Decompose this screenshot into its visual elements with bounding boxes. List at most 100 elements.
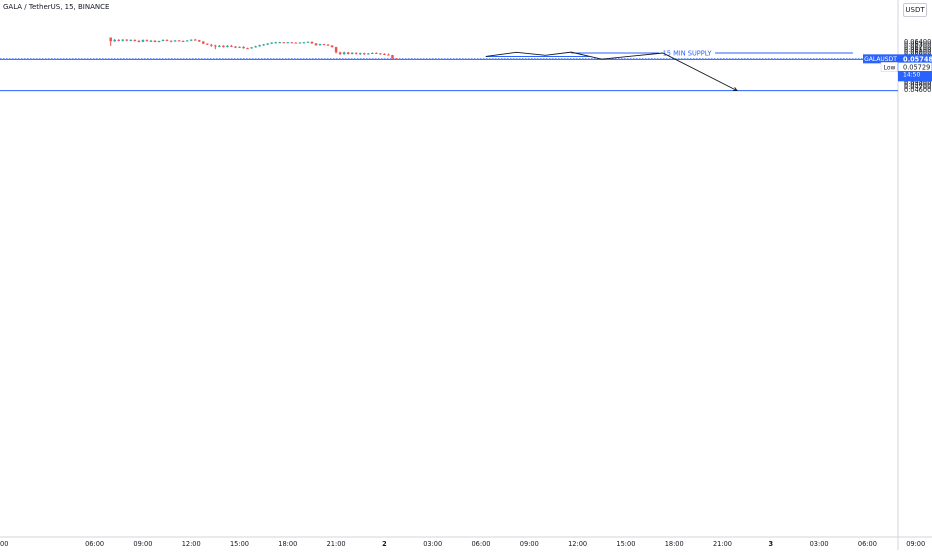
candle-body — [198, 40, 201, 42]
candle-body — [133, 39, 137, 41]
candle-body — [145, 40, 149, 42]
x-tick-label: 18:00 — [278, 540, 297, 548]
candle-body — [350, 52, 354, 55]
current-price-label: 0.05748 — [903, 55, 932, 63]
candle-body — [157, 40, 161, 43]
candle-body — [161, 39, 165, 41]
candle-body — [222, 45, 225, 48]
candle-body — [346, 52, 350, 55]
x-tick-label: 21:00 — [327, 540, 346, 548]
candle-body — [322, 44, 326, 46]
y-tick-label: 0.06100 — [904, 46, 931, 54]
x-tick-label: 2 — [382, 540, 387, 548]
candle-body — [302, 42, 306, 44]
candle-body — [318, 44, 322, 46]
candle-body — [129, 39, 133, 41]
candle-body — [371, 52, 374, 54]
candle-body — [298, 42, 302, 44]
candle-body — [314, 43, 318, 46]
low-tag-label: Low — [884, 64, 896, 71]
low-price-badge-bg — [897, 62, 932, 72]
candle-body — [342, 52, 346, 55]
x-tick-label: 03:00 — [810, 540, 829, 548]
y-tick-label: 0.04600 — [904, 86, 931, 94]
candle-body — [274, 42, 277, 44]
candle-body — [379, 53, 382, 55]
x-tick-label: 00 — [0, 540, 8, 548]
candle-body — [367, 53, 370, 55]
candle-body — [254, 46, 257, 48]
x-tick-label: 21:00 — [713, 540, 732, 548]
y-tick-label: 0.06200 — [904, 43, 931, 51]
x-tick-label: 09:00 — [133, 540, 152, 548]
candle-body — [383, 54, 386, 56]
ticker-badge-bg — [863, 54, 898, 64]
candle-body — [391, 55, 394, 59]
candle-body — [149, 40, 153, 42]
candle-body — [177, 40, 181, 42]
candle-body — [250, 47, 253, 49]
candle-body — [338, 52, 342, 55]
y-tick-label: 0.04700 — [904, 83, 931, 91]
x-tick-label: 06:00 — [858, 540, 877, 548]
candle-body — [278, 42, 281, 44]
candle-body — [137, 40, 141, 42]
candle-body — [125, 39, 129, 41]
candle-body — [282, 42, 286, 44]
x-tick-label: 06:00 — [85, 540, 104, 548]
candle-body — [359, 53, 362, 55]
symbol-title[interactable]: GALA / TetherUS, 15, BINANCE — [3, 3, 110, 11]
x-tick-label: 12:00 — [568, 540, 587, 548]
candle-body — [226, 45, 229, 48]
x-tick-label: 15:00 — [616, 540, 635, 548]
x-tick-label: 09:00 — [906, 540, 925, 548]
x-tick-label: 06:00 — [471, 540, 490, 548]
candle-body — [165, 39, 169, 41]
x-tick-label: 15:00 — [230, 540, 249, 548]
currency-button[interactable]: USDT — [903, 3, 927, 17]
candle-body — [117, 39, 120, 41]
x-tick-label: 18:00 — [665, 540, 684, 548]
candle-body — [310, 41, 314, 44]
candle-body — [294, 42, 298, 44]
candle-body — [234, 46, 237, 48]
y-tick-label: 0.06300 — [904, 41, 931, 49]
candle-body — [189, 39, 193, 41]
projection-path[interactable] — [485, 51, 738, 92]
x-tick-label: 12:00 — [182, 540, 201, 548]
low-price-label: 0.05729 — [903, 63, 930, 71]
x-tick-label: 3 — [769, 540, 774, 548]
candle-body — [326, 44, 330, 46]
candle-body — [246, 48, 249, 50]
candle-body — [214, 45, 217, 47]
candle-body — [169, 40, 173, 42]
candle-body — [121, 39, 125, 41]
y-tick-label: 0.04800 — [904, 81, 931, 89]
candle-countdown-label: 14:50 — [903, 71, 920, 78]
y-tick-label: 0.04900 — [904, 78, 931, 86]
y-tick-label: 0.06000 — [904, 49, 931, 57]
candle-body — [262, 44, 265, 46]
candle-body — [173, 40, 177, 42]
candle-body — [270, 42, 273, 44]
candle-body — [334, 47, 338, 53]
candle-body — [153, 40, 157, 43]
candle-body — [141, 40, 145, 42]
candle-body — [202, 41, 205, 44]
candle-body — [242, 46, 245, 49]
candle-body — [238, 46, 241, 48]
candle-body — [185, 40, 189, 42]
candle-body — [193, 39, 197, 41]
candle-body — [266, 43, 269, 45]
candle-body — [306, 41, 310, 43]
candle-body — [109, 37, 112, 42]
candle-body — [395, 58, 398, 60]
candle-body — [210, 44, 213, 46]
candle-body — [330, 45, 334, 48]
candle-body — [258, 45, 261, 47]
candle-body — [218, 45, 221, 47]
candle-body — [363, 53, 366, 55]
candle-body — [354, 52, 358, 54]
